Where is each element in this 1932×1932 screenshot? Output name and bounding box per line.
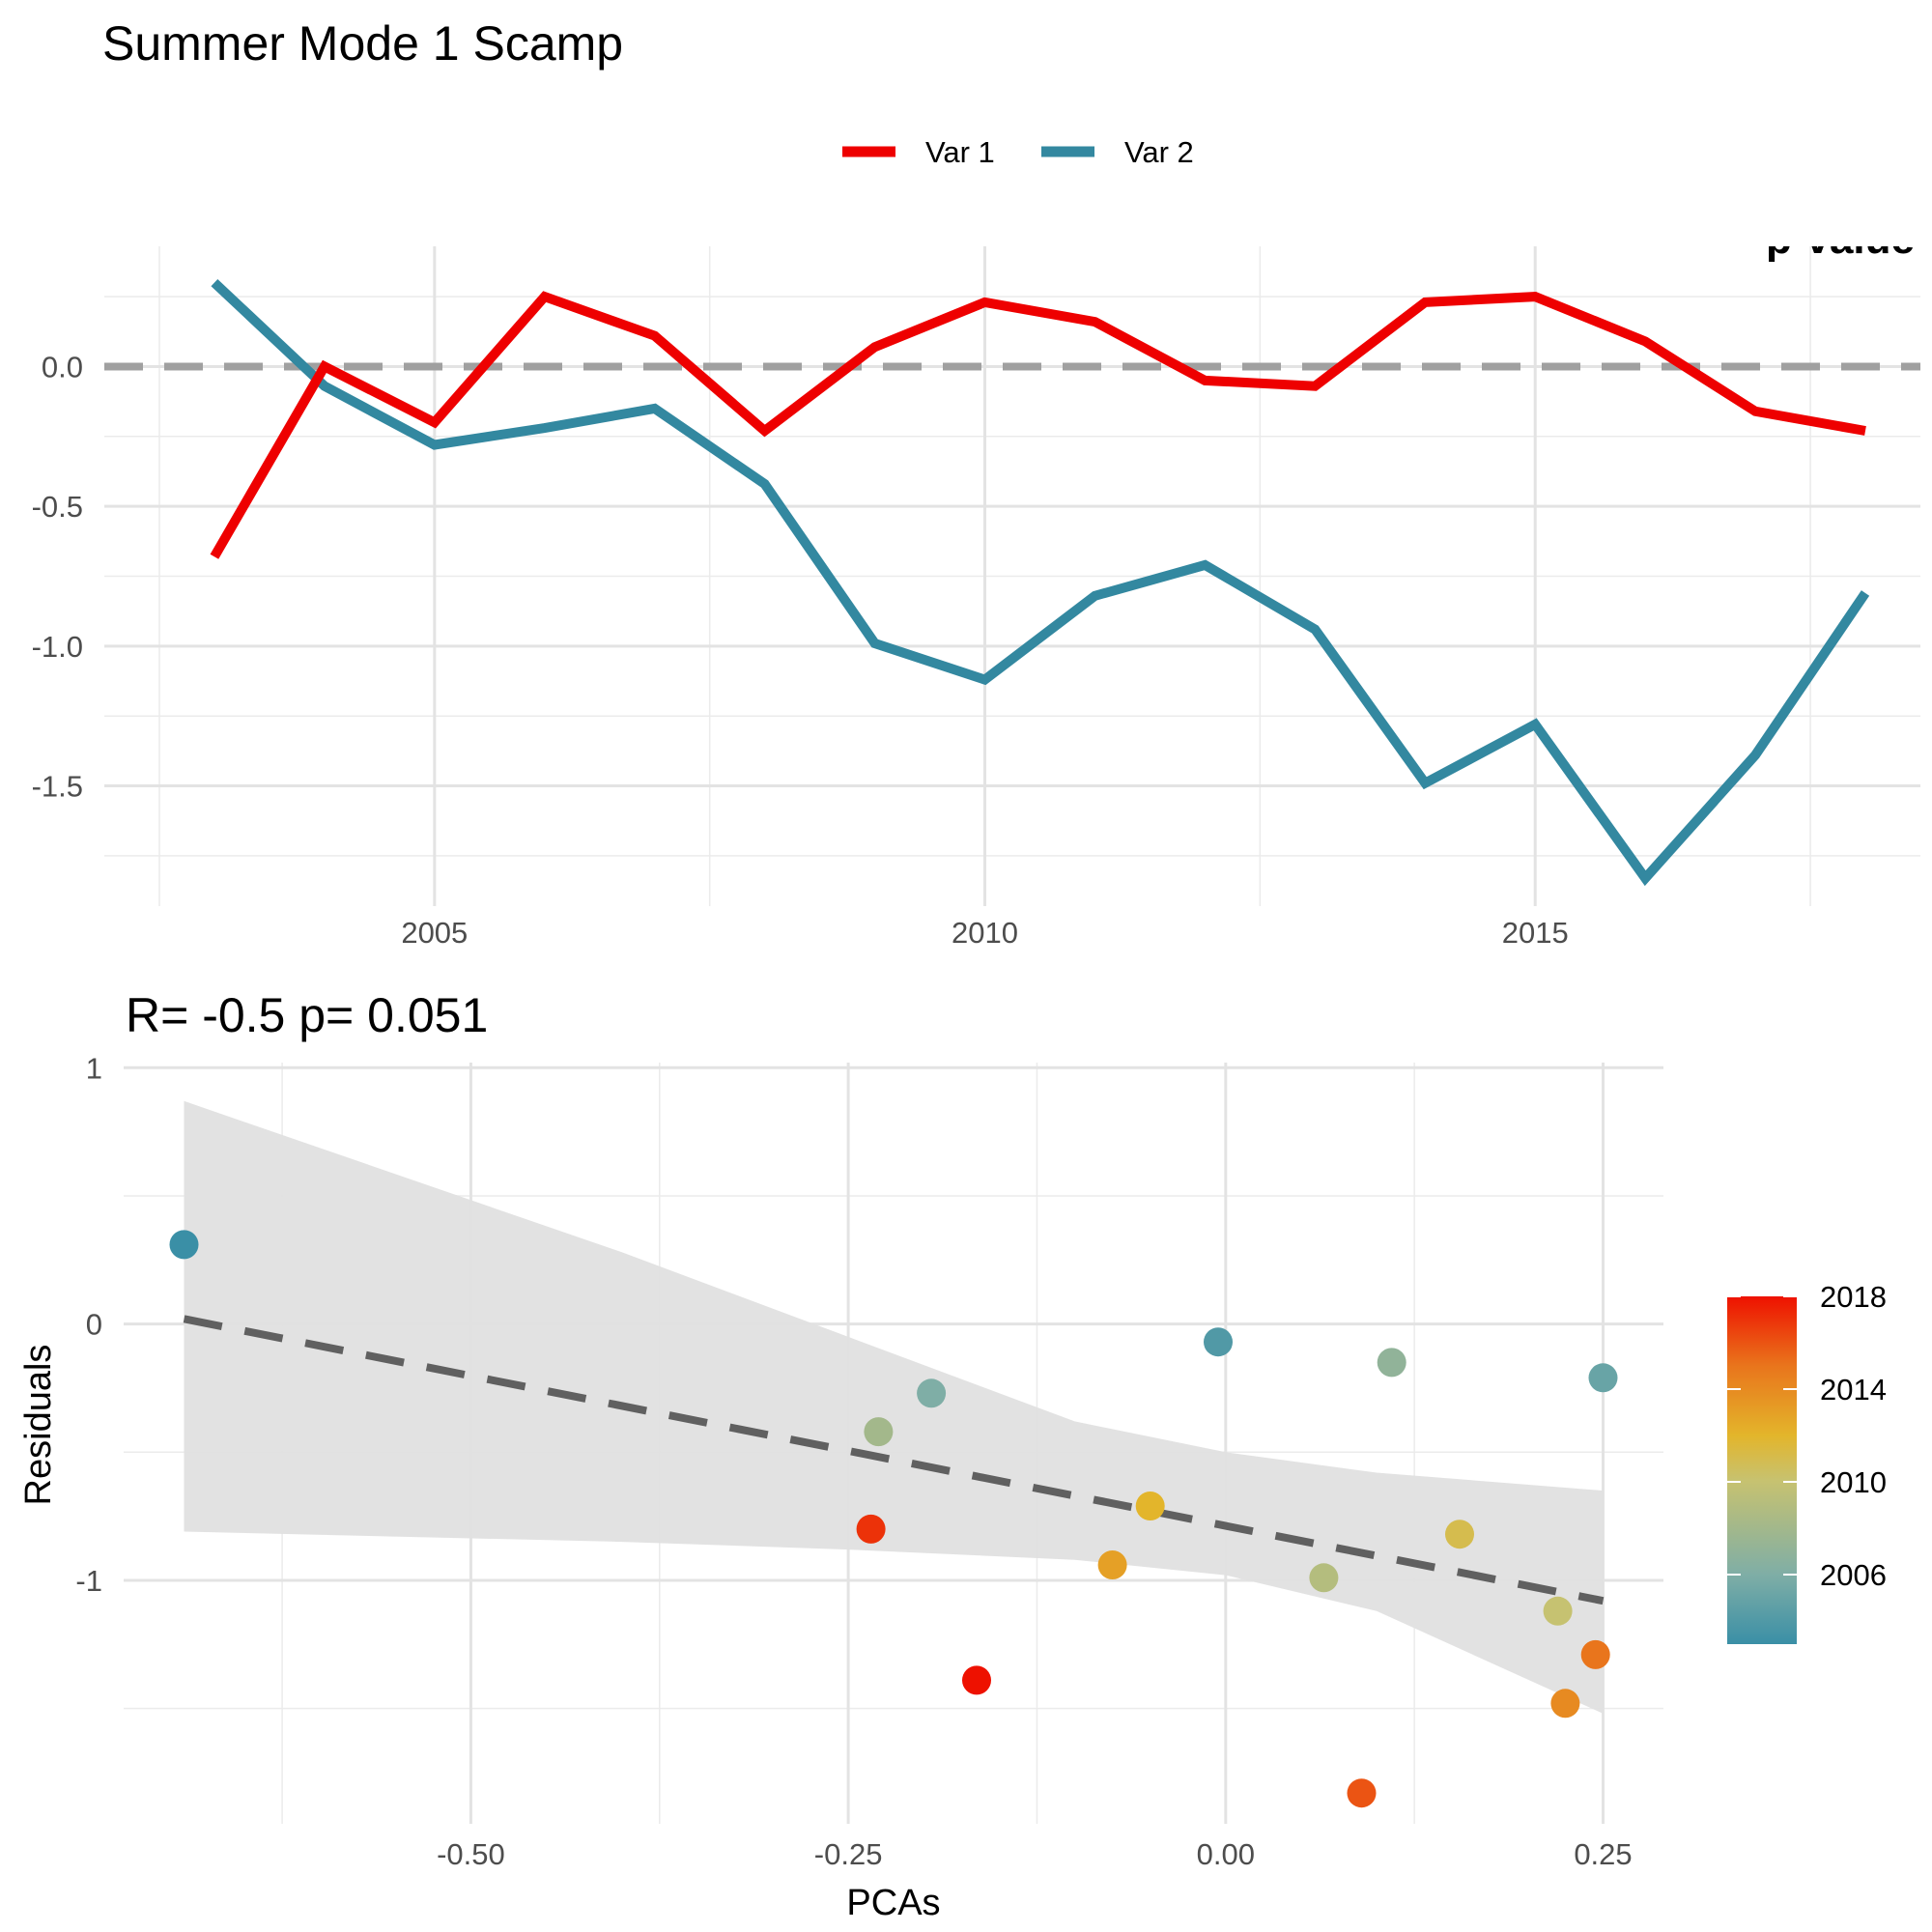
x-tick-label-2005: 2005: [401, 916, 468, 950]
fit-line: [183, 1315, 1605, 1605]
x-tick-label-0_25: 0.25: [1574, 1837, 1632, 1871]
scatter-point-2015: [1580, 1639, 1610, 1669]
x-tick-label-2015: 2015: [1502, 916, 1569, 950]
series-line-var-1: [210, 291, 1866, 559]
scatter-point-2016: [1347, 1778, 1377, 1808]
scatter-point-2011: [1445, 1520, 1474, 1549]
y-tick-label-1: 1: [86, 1051, 102, 1085]
colorbar-label-2010: 2010: [1820, 1465, 1887, 1499]
line-legend: Var 1 Var 2: [842, 135, 1194, 169]
regression-dashed-line: [183, 1315, 1605, 1605]
x-tick-label-m0_25: -0.25: [814, 1837, 883, 1871]
x-tick-label-2010: 2010: [952, 916, 1018, 950]
scatter-point-2008: [864, 1417, 894, 1447]
colorbar-label-2018: 2018: [1820, 1280, 1887, 1314]
x-axis-title: PCAs: [846, 1883, 940, 1923]
scatter-point-2005: [1588, 1363, 1618, 1393]
line-chart-series: [210, 278, 1870, 887]
scatter-point-2010: [1543, 1596, 1573, 1626]
scatter-point-2012: [1135, 1492, 1165, 1520]
line-chart-grid: [104, 246, 1920, 906]
scatter-ticks: -1 0 1 -0.50 -0.25 0.00 0.25: [75, 1051, 1632, 1871]
scatter-point-2009: [1309, 1563, 1339, 1593]
scatter-title: R= -0.5 p= 0.051: [126, 988, 488, 1042]
confidence-band: [184, 1100, 1604, 1714]
colorbar-gradient: [1727, 1296, 1797, 1644]
scatter-point-2013: [1097, 1550, 1127, 1579]
y-tick-label-m1_5: -1.5: [32, 770, 83, 804]
series-line-var-2: [211, 278, 1870, 887]
y-axis-title: Residuals: [18, 1345, 59, 1506]
y-tick-label-m1: -1.0: [32, 630, 83, 664]
scatter-point-2004: [1204, 1327, 1233, 1357]
scatter-point-2003: [169, 1230, 199, 1260]
scatter-points: [169, 1230, 1618, 1808]
y-tick-label-0: 0.0: [42, 350, 83, 384]
chart-title: Summer Mode 1 Scamp: [102, 16, 623, 71]
colorbar-label-2006: 2006: [1820, 1558, 1887, 1592]
colorbar-ticks: 2006 2010 2014 2018: [1727, 1280, 1887, 1592]
scatter-point-2017: [856, 1514, 886, 1544]
scatter-point-2006: [917, 1378, 947, 1408]
colorbar-label-2014: 2014: [1820, 1373, 1887, 1406]
legend-label-var2: Var 2: [1124, 135, 1194, 169]
colorbar: 2006 2010 2014 2018: [1727, 1280, 1887, 1644]
x-tick-label-0: 0.00: [1197, 1837, 1255, 1871]
scatter-point-2007: [1377, 1348, 1406, 1378]
scatter-point-2014: [1550, 1689, 1580, 1719]
scatter-point-2018: [962, 1665, 991, 1695]
x-tick-label-m0_5: -0.50: [437, 1837, 505, 1871]
y-tick-label-m0_5: -0.5: [32, 490, 83, 524]
y-tick-label-0: 0: [86, 1308, 102, 1342]
legend-label-var1: Var 1: [925, 135, 995, 169]
line-chart-ticks: -1.5 -1.0 -0.5 0.0 2005 2010 2015: [32, 350, 1569, 950]
partial-p-value-label: p-value: [1766, 215, 1915, 263]
y-tick-label-m1: -1: [75, 1564, 102, 1598]
confidence-band-area: [184, 1100, 1604, 1714]
